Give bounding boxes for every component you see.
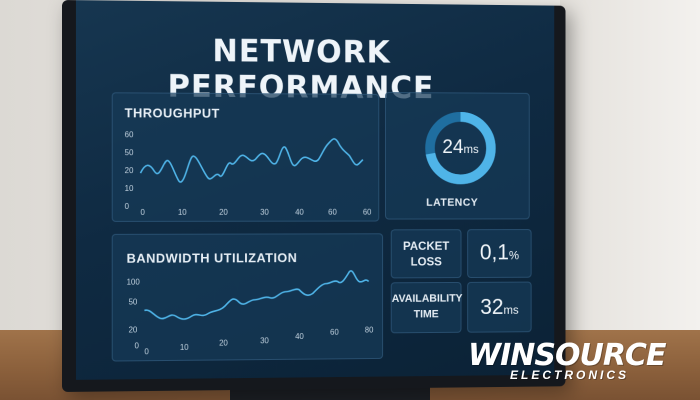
availability-value-panel[interactable]: 32ms [467, 282, 531, 333]
latency-number: 24 [442, 136, 463, 158]
bandwidth-x-tick: 80 [365, 326, 374, 335]
throughput-x-tick: 60 [328, 208, 337, 217]
availability-label: AVAILABILITY TIME [392, 291, 461, 323]
throughput-y-tick: 20 [125, 166, 134, 175]
packet-loss-number: 0,1 [480, 240, 509, 264]
throughput-y-tick: 50 [125, 148, 134, 157]
bandwidth-x-tick: 30 [260, 336, 269, 345]
latency-panel[interactable]: 24ms LATENCY [385, 92, 530, 220]
throughput-x-tick: 40 [295, 208, 304, 217]
packet-loss-unit: % [509, 249, 519, 263]
throughput-x-tick: 10 [178, 208, 187, 217]
bandwidth-panel[interactable]: BANDWIDTH UTILIZATION 100 50 20 0 0 10 2… [112, 233, 383, 361]
bandwidth-y-axis-ticks: 100 50 20 0 [127, 278, 141, 351]
throughput-chart: 60 50 20 10 0 0 10 20 30 40 60 60 [113, 93, 379, 221]
packet-loss-label-line2: LOSS [392, 254, 461, 270]
throughput-x-tick: 0 [140, 208, 145, 217]
packet-loss-value-panel[interactable]: 0,1% [467, 229, 531, 278]
latency-value: 24ms [422, 136, 498, 159]
bandwidth-chart: 100 50 20 0 0 10 20 30 40 60 80 [113, 234, 382, 360]
bandwidth-x-tick: 60 [330, 328, 339, 337]
bandwidth-x-tick: 0 [144, 347, 149, 356]
bandwidth-x-tick: 40 [295, 332, 304, 341]
throughput-panel[interactable]: THROUGHPUT 60 50 20 10 0 0 10 20 30 40 6… [112, 92, 380, 222]
latency-label: LATENCY [426, 197, 478, 209]
brand-logo-subtitle: ELECTRONICS [510, 368, 629, 382]
monitor-bezel: NETWORK PERFORMANCE THROUGHPUT 60 50 20 … [62, 0, 566, 392]
availability-unit: ms [503, 303, 518, 317]
throughput-y-tick: 60 [125, 130, 134, 139]
availability-label-line1: AVAILABILITY [392, 291, 461, 307]
throughput-x-tick: 60 [363, 208, 372, 217]
throughput-y-tick: 0 [125, 202, 130, 211]
throughput-y-tick: 10 [125, 184, 134, 193]
throughput-x-tick: 30 [260, 208, 269, 217]
packet-loss-value: 0,1% [468, 240, 531, 266]
throughput-line [140, 138, 362, 182]
throughput-y-axis-ticks: 60 50 20 10 0 [125, 130, 134, 211]
bandwidth-x-axis-ticks: 0 10 20 30 40 60 80 [144, 326, 374, 357]
availability-value: 32ms [468, 294, 531, 320]
bandwidth-y-tick: 50 [129, 298, 138, 307]
bandwidth-x-tick: 10 [180, 343, 189, 352]
availability-number: 32 [480, 294, 503, 319]
bandwidth-y-tick: 100 [127, 278, 141, 287]
latency-unit: ms [464, 142, 479, 156]
availability-panel[interactable]: AVAILABILITY TIME [391, 282, 462, 333]
packet-loss-label-line1: PACKET [392, 238, 461, 254]
packet-loss-label: PACKET LOSS [392, 238, 461, 270]
bandwidth-y-tick: 0 [135, 341, 140, 350]
throughput-x-axis-ticks: 0 10 20 30 40 60 60 [140, 208, 372, 217]
throughput-x-tick: 20 [219, 208, 228, 217]
availability-label-line2: TIME [392, 306, 461, 322]
dashboard-screen: NETWORK PERFORMANCE THROUGHPUT 60 50 20 … [76, 0, 554, 380]
bandwidth-y-tick: 20 [129, 325, 138, 334]
bandwidth-x-tick: 20 [219, 339, 228, 348]
bandwidth-line [144, 271, 368, 320]
packet-loss-panel[interactable]: PACKET LOSS [391, 229, 462, 278]
